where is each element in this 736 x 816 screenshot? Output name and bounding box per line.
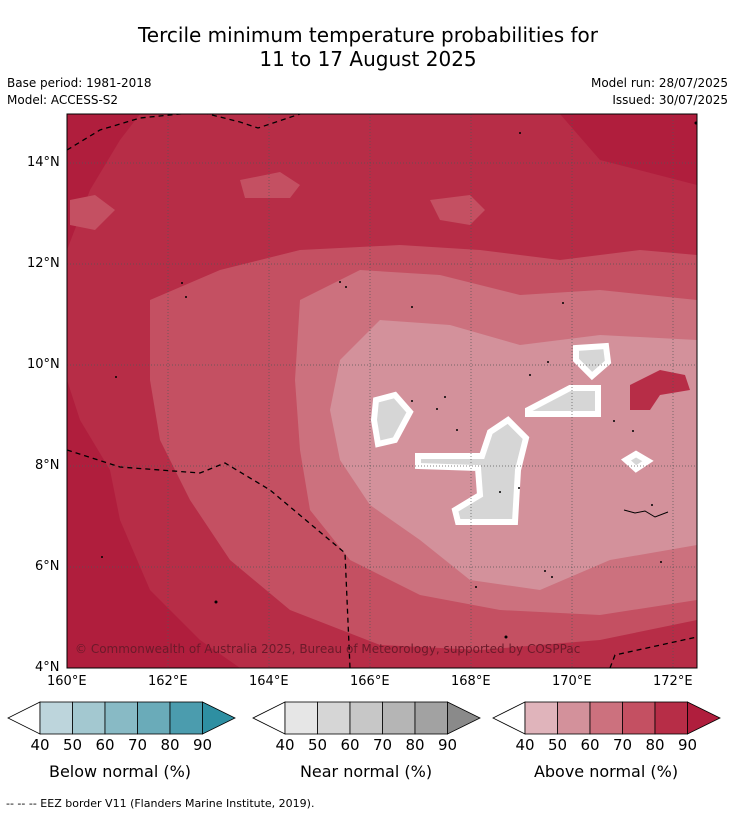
lon-tick-162e: 162°E	[148, 674, 188, 689]
grid-lines	[67, 114, 697, 668]
islands	[101, 121, 698, 639]
cb2-tick: 90	[437, 736, 458, 754]
cb2-tick: 80	[405, 736, 425, 754]
cb3-tick: 50	[547, 736, 568, 754]
issued-date: Issued: 30/07/2025	[612, 93, 728, 107]
near-normal-patch-2	[415, 416, 530, 525]
colorbar-near-normal	[252, 701, 481, 735]
base-period: Base period: 1981-2018	[7, 76, 152, 90]
region-above-70-patch3	[70, 195, 115, 230]
model-name: Model: ACCESS-S2	[7, 93, 119, 107]
cb2-tick: 60	[340, 736, 360, 754]
lon-tick-168e: 168°E	[451, 674, 491, 689]
lon-tick-170e: 170°E	[552, 674, 592, 689]
cb1-tick: 90	[192, 736, 213, 754]
cb2-tick: 50	[307, 736, 328, 754]
lat-tick-14n: 14°N	[27, 155, 60, 170]
cb3-label: Above normal (%)	[533, 762, 679, 781]
region-above-70-patch2	[430, 195, 485, 225]
lat-tick-10n: 10°N	[27, 357, 60, 372]
lon-tick-172e: 172°E	[653, 674, 693, 689]
cb1-tick: 50	[62, 736, 83, 754]
cb3-tick: 60	[580, 736, 600, 754]
lat-tick-4n: 4°N	[35, 660, 60, 675]
model-run: Model run: 28/07/2025	[590, 76, 728, 90]
cb2-label: Near normal (%)	[299, 762, 433, 781]
near-normal-patches	[370, 342, 654, 525]
cb1-tick: 70	[127, 736, 148, 754]
near-normal-patch-5	[620, 450, 654, 473]
eez-borders	[67, 114, 697, 668]
near-normal-patch-1	[370, 391, 414, 448]
colorbar-above-normal	[492, 701, 721, 735]
cb3-tick: 90	[677, 736, 698, 754]
cb3-tick: 80	[645, 736, 665, 754]
lon-tick-164e: 164°E	[249, 674, 289, 689]
colorbar-below-normal	[7, 701, 236, 735]
lat-tick-12n: 12°N	[27, 256, 60, 271]
cb1-tick: 40	[30, 736, 50, 754]
copyright-notice: © Commonwealth of Australia 2025, Bureau…	[75, 642, 581, 656]
cb2-tick: 40	[275, 736, 295, 754]
map-frame	[66, 113, 698, 669]
title-line-2: 11 to 17 August 2025	[259, 47, 477, 71]
lon-tick-160e: 160°E	[47, 674, 87, 689]
lat-tick-6n: 6°N	[35, 559, 60, 574]
near-normal-patch-4	[573, 342, 612, 381]
region-above-80-small	[630, 370, 690, 410]
lon-tick-166e: 166°E	[350, 674, 390, 689]
lat-tick-8n: 8°N	[35, 458, 60, 473]
cb1-tick: 60	[95, 736, 115, 754]
near-normal-patch-3	[525, 385, 601, 417]
region-above-70-patch	[240, 172, 300, 198]
eez-legend-note: -- -- -- EEZ border V11 (Flanders Marine…	[6, 797, 315, 810]
cb3-tick: 70	[612, 736, 633, 754]
title-line-1: Tercile minimum temperature probabilitie…	[137, 23, 599, 47]
cb1-label: Below normal (%)	[48, 762, 192, 781]
cb1-tick: 80	[160, 736, 180, 754]
cb2-tick: 70	[372, 736, 393, 754]
map-fill	[67, 114, 697, 668]
cb3-tick: 40	[515, 736, 535, 754]
